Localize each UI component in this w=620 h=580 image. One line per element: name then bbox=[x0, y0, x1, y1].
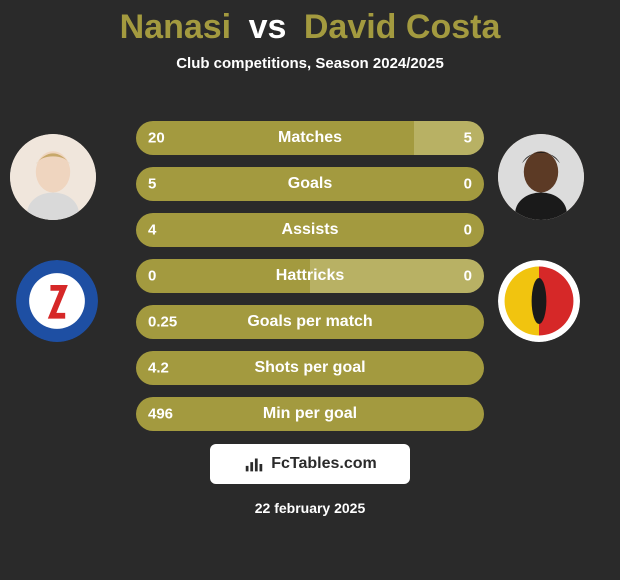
stat-left-value: 4.2 bbox=[148, 360, 169, 377]
player-a-avatar bbox=[10, 134, 96, 220]
stat-right-value: 0 bbox=[464, 176, 472, 193]
bar-right bbox=[414, 121, 484, 155]
stat-left-value: 20 bbox=[148, 130, 165, 147]
stat-left-value: 4 bbox=[148, 222, 156, 239]
stat-right-value: 0 bbox=[464, 268, 472, 285]
stat-label: Goals bbox=[288, 175, 332, 193]
stat-row: 0 0 Hattricks bbox=[136, 259, 484, 293]
stat-row: 20 5 Matches bbox=[136, 121, 484, 155]
branding-box: FcTables.com bbox=[210, 444, 410, 484]
subtitle: Club competitions, Season 2024/2025 bbox=[0, 55, 620, 72]
player-b-avatar bbox=[498, 134, 584, 220]
bar-left bbox=[136, 121, 414, 155]
stat-bars: 20 5 Matches 5 0 Goals 4 0 Assists 0 0 Hattricks 0.2… bbox=[136, 121, 484, 443]
branding-text: FcTables.com bbox=[271, 455, 377, 473]
stat-left-value: 0.25 bbox=[148, 314, 177, 331]
vs-word: vs bbox=[249, 8, 287, 46]
stat-row: 4 0 Assists bbox=[136, 213, 484, 247]
chart-icon bbox=[243, 453, 265, 475]
stat-row: 0.25 Goals per match bbox=[136, 305, 484, 339]
stat-row: 4.2 Shots per goal bbox=[136, 351, 484, 385]
stat-right-value: 0 bbox=[464, 222, 472, 239]
date-text: 22 february 2025 bbox=[255, 500, 366, 516]
stat-left-value: 496 bbox=[148, 406, 173, 423]
stat-label: Matches bbox=[278, 129, 342, 147]
comparison-title: Nanasi vs David Costa bbox=[0, 0, 620, 47]
stat-left-value: 0 bbox=[148, 268, 156, 285]
stat-label: Min per goal bbox=[263, 405, 357, 423]
stat-label: Shots per goal bbox=[254, 359, 365, 377]
stat-label: Hattricks bbox=[276, 267, 344, 285]
stat-label: Assists bbox=[282, 221, 339, 239]
stat-right-value: 5 bbox=[464, 130, 472, 147]
player-a-name: Nanasi bbox=[120, 8, 232, 46]
club-b-badge bbox=[498, 260, 580, 342]
club-a-badge bbox=[16, 260, 98, 342]
stat-row: 496 Min per goal bbox=[136, 397, 484, 431]
stat-label: Goals per match bbox=[247, 313, 372, 331]
stat-left-value: 5 bbox=[148, 176, 156, 193]
stat-row: 5 0 Goals bbox=[136, 167, 484, 201]
player-b-name: David Costa bbox=[304, 8, 501, 46]
